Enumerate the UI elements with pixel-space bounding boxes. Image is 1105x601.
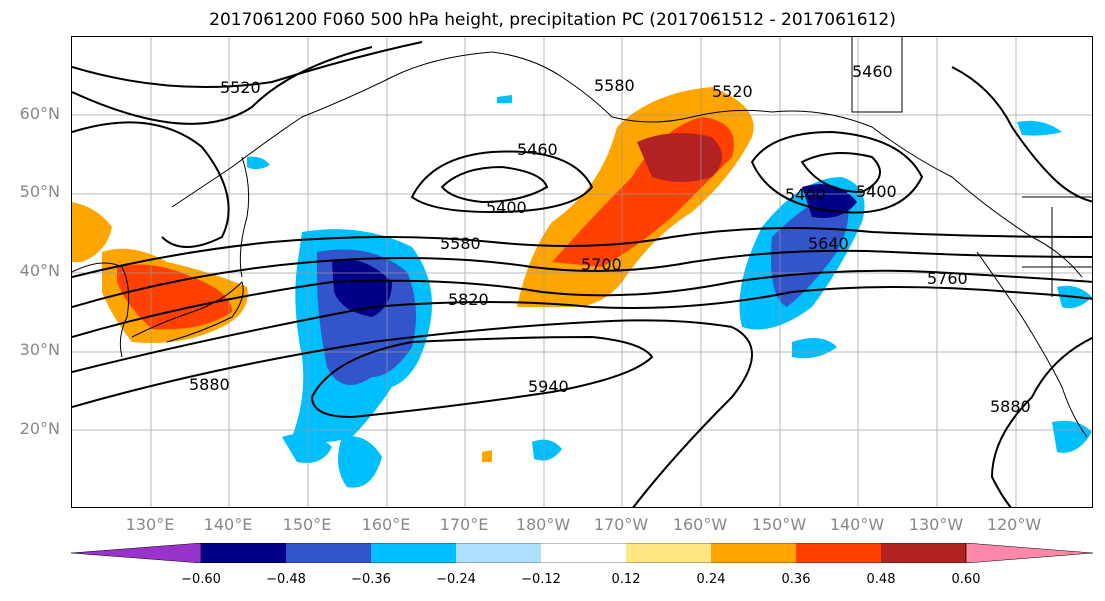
precip-shading [72,87,1092,488]
contour-label: 5820 [448,290,489,309]
coastlines [72,37,1092,438]
lat-label-60n: 60°N [19,104,60,123]
colorbar-segment [626,543,711,563]
colorbar-segment [456,543,541,563]
contour-label: 5460 [852,62,893,81]
colorbar-tick: 0.60 [951,572,981,587]
lon-label-150w: 150°W [751,515,807,534]
lat-label-40n: 40°N [19,261,60,280]
contour-label: 5400 [785,185,826,204]
height-contours [72,41,1092,507]
lon-label-130e: 130°E [125,515,175,534]
colorbar-tick: 0.24 [696,572,726,587]
contour-label: 5460 [517,140,558,159]
lon-label-140e: 140°E [203,515,253,534]
colorbar-tick: −0.24 [436,572,476,587]
colorbar-segment [965,543,1093,563]
lon-label-170w: 170°W [593,515,649,534]
lon-label-170e: 170°E [439,515,489,534]
contour-label: 5940 [528,377,569,396]
contour-label: 5760 [927,269,968,288]
lat-label-30n: 30°N [19,340,60,359]
colorbar-tick: 0.48 [866,572,896,587]
colorbar [71,543,1093,563]
colorbar-tick: −0.60 [181,572,221,587]
colorbar-segment [796,543,881,563]
colorbar-segment [71,543,202,563]
lat-label-50n: 50°N [19,182,60,201]
colorbar-segment [286,543,371,563]
colorbar-tick: 0.12 [611,572,641,587]
colorbar-tick: −0.36 [351,572,391,587]
contour-label: 5400 [486,198,527,217]
lon-label-180w: 180°W [515,515,571,534]
lon-label-150e: 150°E [282,515,332,534]
contour-label: 5640 [808,234,849,253]
map-title: 2017061200 F060 500 hPa height, precipit… [209,10,896,30]
lon-label-160e: 160°E [361,515,411,534]
colorbar-segment [881,543,966,563]
lon-label-120w: 120°W [986,515,1042,534]
colorbar-tick: −0.48 [266,572,306,587]
colorbar-segment [711,543,796,563]
contour-label: 5520 [712,82,753,101]
lon-label-130w: 130°W [908,515,964,534]
contour-labels: 5520 5580 5520 5460 5460 5400 5400 5400 … [189,62,1031,416]
contour-label: 5580 [594,76,635,95]
contour-label: 5520 [220,78,261,97]
map-panel: 5520 5580 5520 5460 5460 5400 5400 5400 … [71,36,1093,508]
contour-label: 5580 [440,234,481,253]
colorbar-tick: 0.36 [781,572,811,587]
contour-label: 5700 [581,255,622,274]
contour-label: 5880 [990,397,1031,416]
map-canvas: 5520 5580 5520 5460 5460 5400 5400 5400 … [72,37,1092,507]
contour-label: 5400 [856,182,897,201]
colorbar-tick: −0.12 [521,572,561,587]
colorbar-segment [541,543,626,563]
lon-label-160w: 160°W [672,515,728,534]
lat-label-20n: 20°N [19,419,60,438]
colorbar-segment [371,543,456,563]
contour-label: 5880 [189,375,230,394]
lon-label-140w: 140°W [829,515,885,534]
colorbar-segment [201,543,286,563]
gridlines [72,37,1092,507]
